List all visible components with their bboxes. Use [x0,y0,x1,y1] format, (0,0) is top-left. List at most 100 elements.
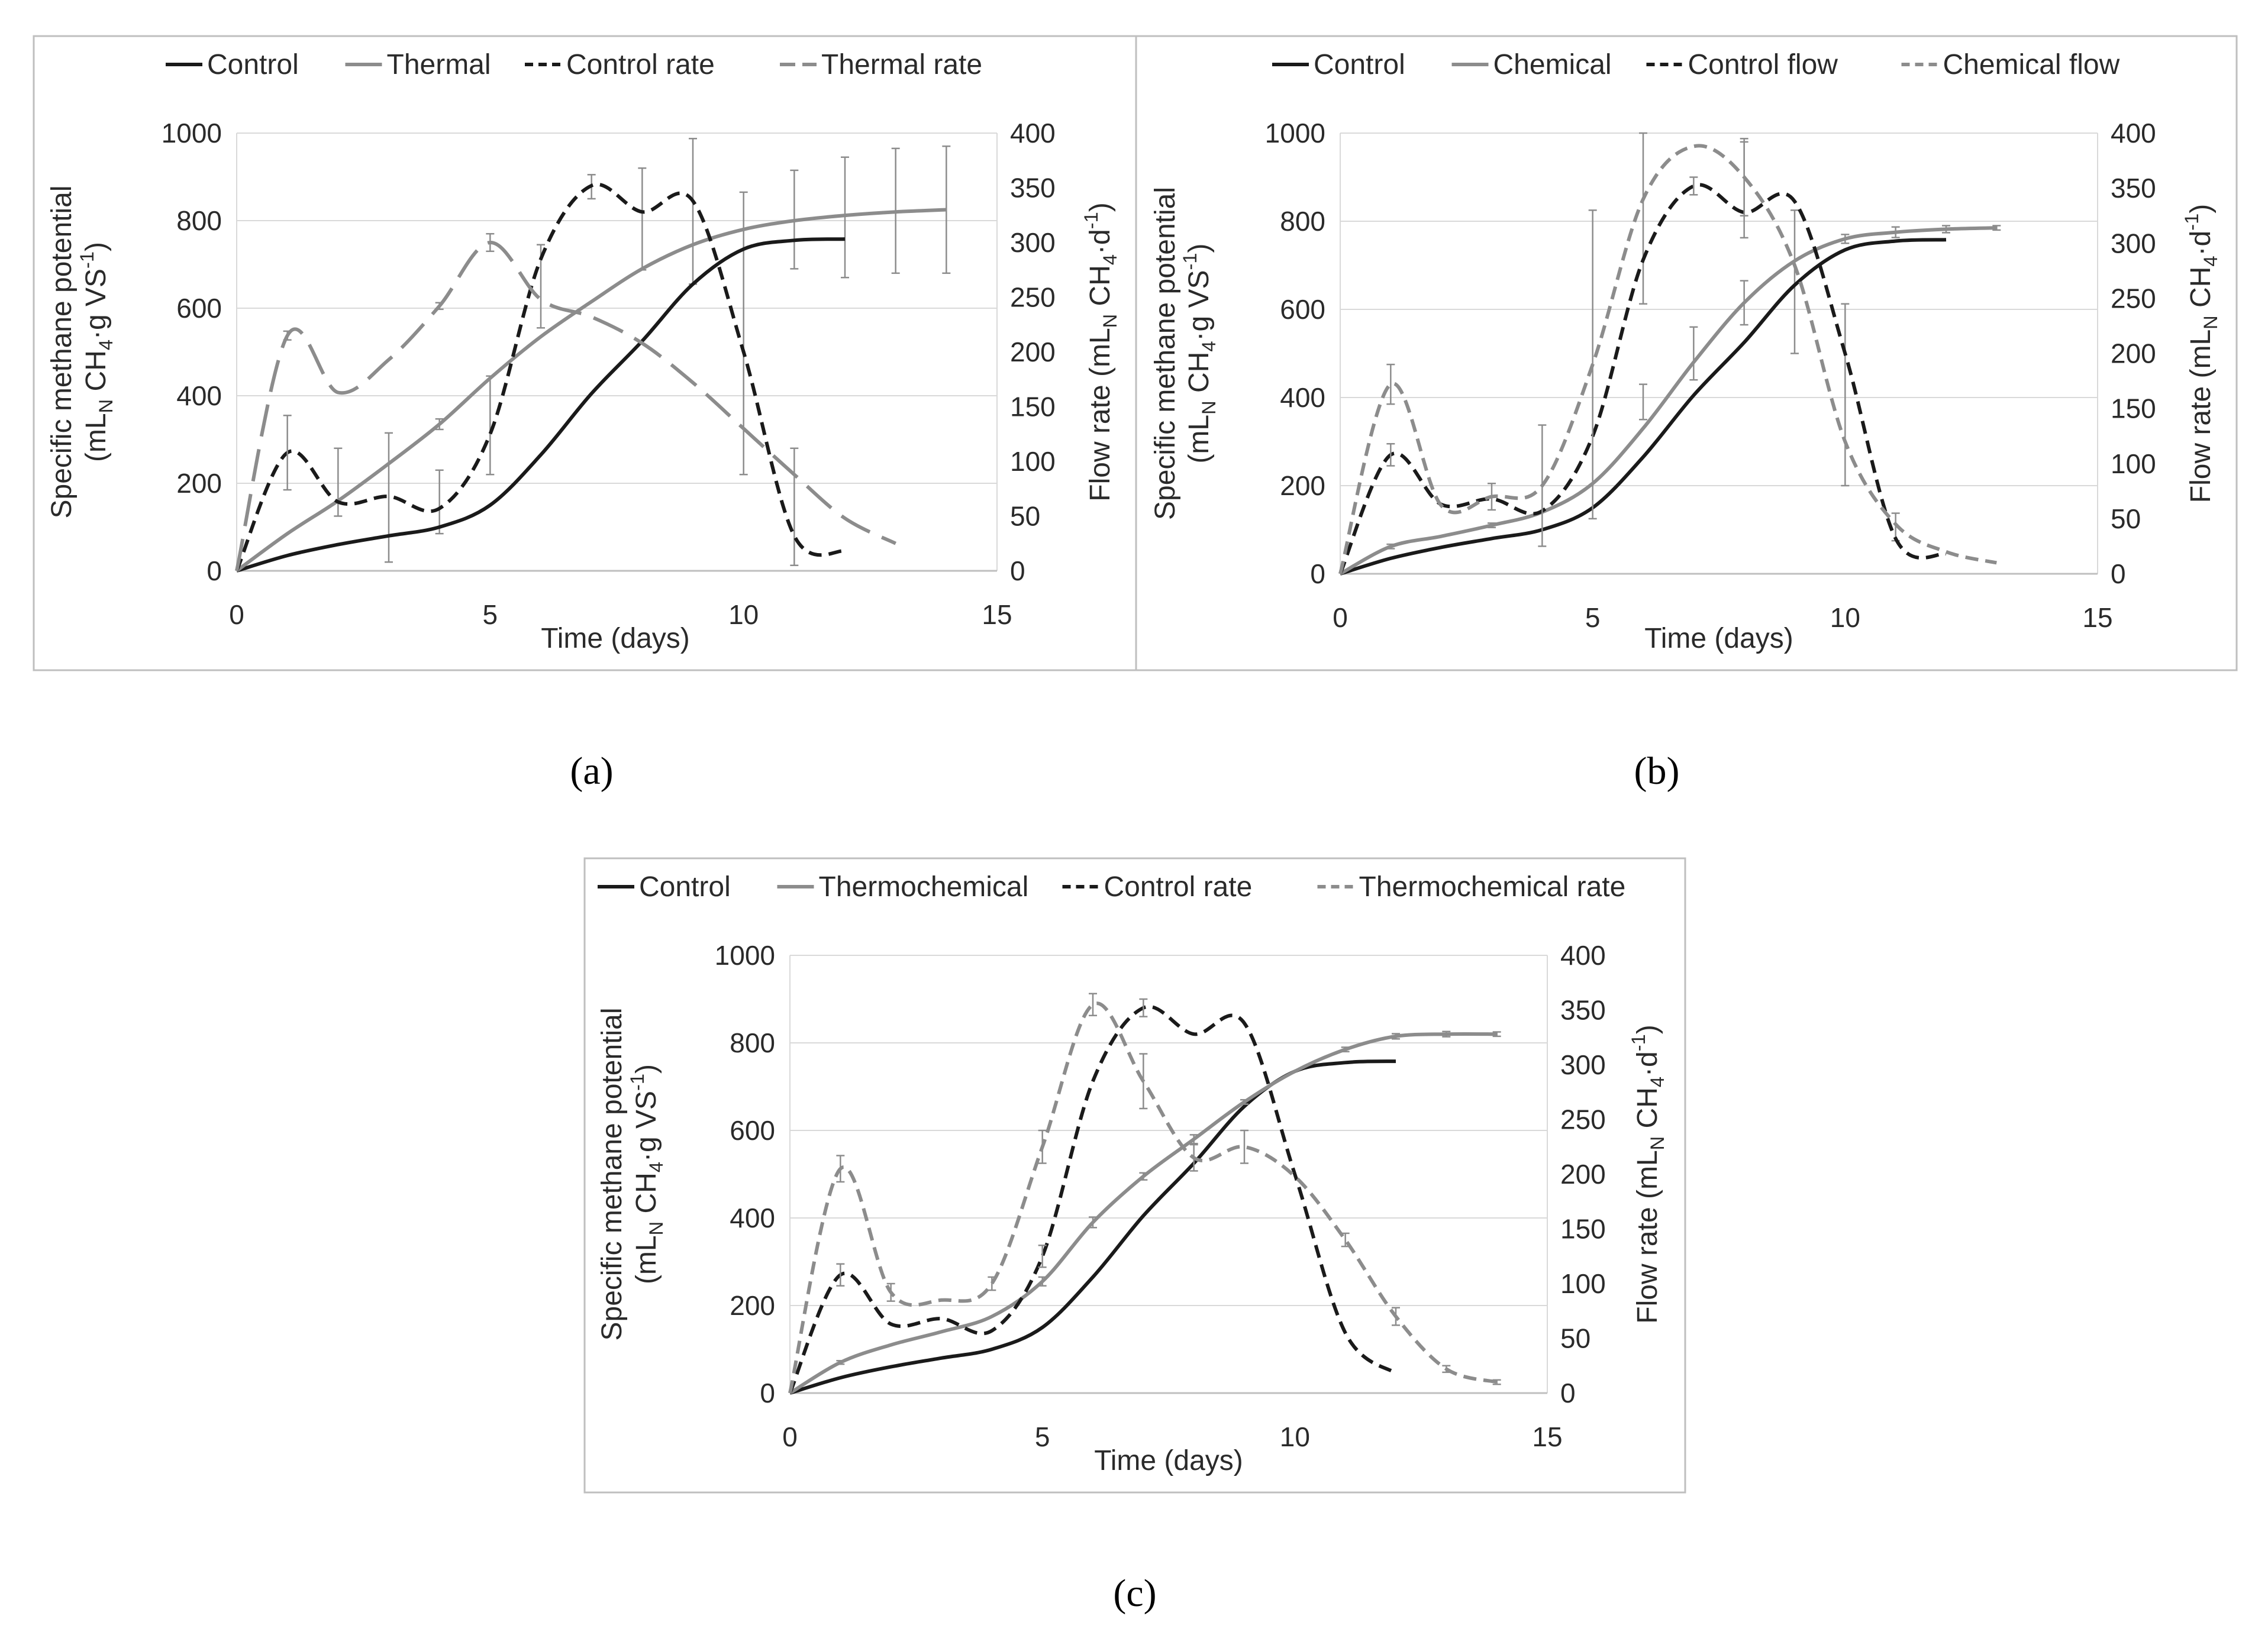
series-line-thermochemical-rate [788,1001,1498,1394]
y2-tick-label: 300 [1560,1049,1606,1080]
y2-tick-label: 150 [2111,393,2156,424]
x-tick-label: 5 [483,599,498,630]
y2-tick-label: 200 [1010,337,1056,367]
x-tick-label: 15 [982,599,1012,630]
panel-b-plot: 0200400600800100005010015020025030035040… [1150,49,2221,654]
y-tick-label: 200 [730,1290,775,1321]
x-axis-label: Time (days) [1644,623,1793,654]
y2-tick-label: 400 [2111,118,2156,148]
panel-c-plot: 0200400600800100005010015020025030035040… [596,871,1668,1476]
y2-axis-label: Flow rate (mLN CH4·d-1) [2180,204,2221,503]
y2-tick-label: 0 [1010,555,1025,586]
x-tick-label: 10 [1830,602,1860,633]
panel-b-caption: (b) [1634,749,1680,793]
series-line-thermal [235,208,947,573]
y-tick-label: 400 [730,1203,775,1233]
y-tick-label: 800 [176,205,222,236]
panel-a-plot: 0200400600800100005010015020025030035040… [46,49,1121,654]
y2-axis-label: Flow rate (mLN CH4·d-1) [1080,202,1121,501]
panel-c-caption: (c) [1113,1572,1156,1615]
y-tick-label: 200 [176,468,222,499]
y-tick-label: 400 [1280,382,1325,413]
panel-c-frame [583,857,1686,1494]
x-tick-label: 10 [728,599,759,630]
series-line-control-rate [788,1004,1397,1394]
panel-a: 0200400600800100005010015020025030035040… [33,35,1137,793]
y2-tick-label: 350 [1010,173,1056,203]
y-tick-label: 0 [760,1378,775,1408]
legend-label: Thermal [387,49,491,80]
y-axis-unit-label: (mLN CH4·g VS-1) [76,242,117,462]
legend-label: Control [207,49,299,80]
legend-label: Chemical flow [1943,49,2120,80]
y-axis-label: Specific methane potential [46,185,78,518]
y2-tick-label: 100 [2111,448,2156,479]
x-tick-label: 15 [2082,602,2112,633]
series-line-chemical-flow [1338,144,1997,574]
y-tick-label: 1000 [1265,118,1325,148]
legend-label: Thermal rate [821,49,982,80]
y-tick-label: 800 [730,1027,775,1058]
y-tick-label: 1000 [715,940,775,971]
y-tick-label: 600 [176,293,222,324]
y-tick-label: 400 [176,380,222,411]
y2-tick-label: 250 [1010,282,1056,313]
y2-tick-label: 300 [1010,227,1056,258]
series-line-control [236,237,846,573]
x-tick-label: 15 [1532,1421,1562,1452]
panel-c: 0200400600800100005010015020025030035040… [583,857,1686,1615]
y-tick-label: 600 [730,1115,775,1146]
y2-axis-label: Flow rate (mLN CH4·d-1) [1627,1025,1668,1323]
y-axis-unit-label: (mLN CH4·g VS-1) [626,1064,667,1284]
legend-label: Control [1314,49,1405,80]
y-tick-label: 1000 [162,118,222,148]
x-axis-label: Time (days) [1094,1445,1243,1476]
y2-tick-label: 350 [1560,995,1606,1026]
legend-label: Control flow [1688,49,1838,80]
series-line-control [1340,238,1947,576]
y2-tick-label: 50 [1010,501,1040,532]
y2-tick-label: 0 [2111,558,2126,589]
x-tick-label: 0 [229,599,244,630]
panel-b-frame [1135,35,2238,671]
y2-tick-label: 250 [2111,283,2156,314]
y-axis-label: Specific methane potential [1150,187,1181,520]
x-tick-label: 0 [1333,602,1348,633]
y2-tick-label: 200 [2111,338,2156,369]
x-axis-label: Time (days) [541,623,690,654]
y2-tick-label: 300 [2111,228,2156,259]
y2-tick-label: 0 [1560,1378,1576,1408]
y2-tick-label: 200 [1560,1159,1606,1190]
y-tick-label: 800 [1280,206,1325,237]
y2-tick-label: 400 [1560,940,1606,971]
y-tick-label: 0 [207,555,222,586]
y-axis-unit-label: (mLN CH4·g VS-1) [1179,243,1220,463]
y2-tick-label: 150 [1010,392,1056,422]
y2-tick-label: 250 [1560,1104,1606,1135]
y-tick-label: 200 [1280,470,1325,501]
series-line-thermochemical [789,1032,1497,1395]
legend-label: Thermochemical [819,871,1029,903]
legend-label: Control rate [566,49,715,80]
y2-tick-label: 50 [1560,1323,1590,1354]
legend-label: Thermochemical rate [1359,871,1626,903]
panel-a-caption: (a) [570,749,613,793]
series-line-chemical [1339,226,1997,576]
legend-label: Control rate [1104,871,1253,903]
y2-tick-label: 100 [1560,1268,1606,1299]
y2-tick-label: 100 [1010,446,1056,477]
series-line-control-rate [235,182,846,572]
y-tick-label: 0 [1310,558,1325,589]
legend-label: Chemical [1493,49,1612,80]
y2-tick-label: 150 [1560,1214,1606,1245]
legend-label: Control [639,871,731,903]
y2-tick-label: 400 [1010,118,1056,148]
x-tick-label: 5 [1585,602,1601,633]
panel-a-frame [33,35,1137,671]
y-tick-label: 600 [1280,294,1325,325]
y2-tick-label: 350 [2111,173,2156,203]
panel-b: 0200400600800100005010015020025030035040… [1135,35,2238,793]
x-tick-label: 0 [782,1421,798,1452]
x-tick-label: 5 [1035,1421,1050,1452]
